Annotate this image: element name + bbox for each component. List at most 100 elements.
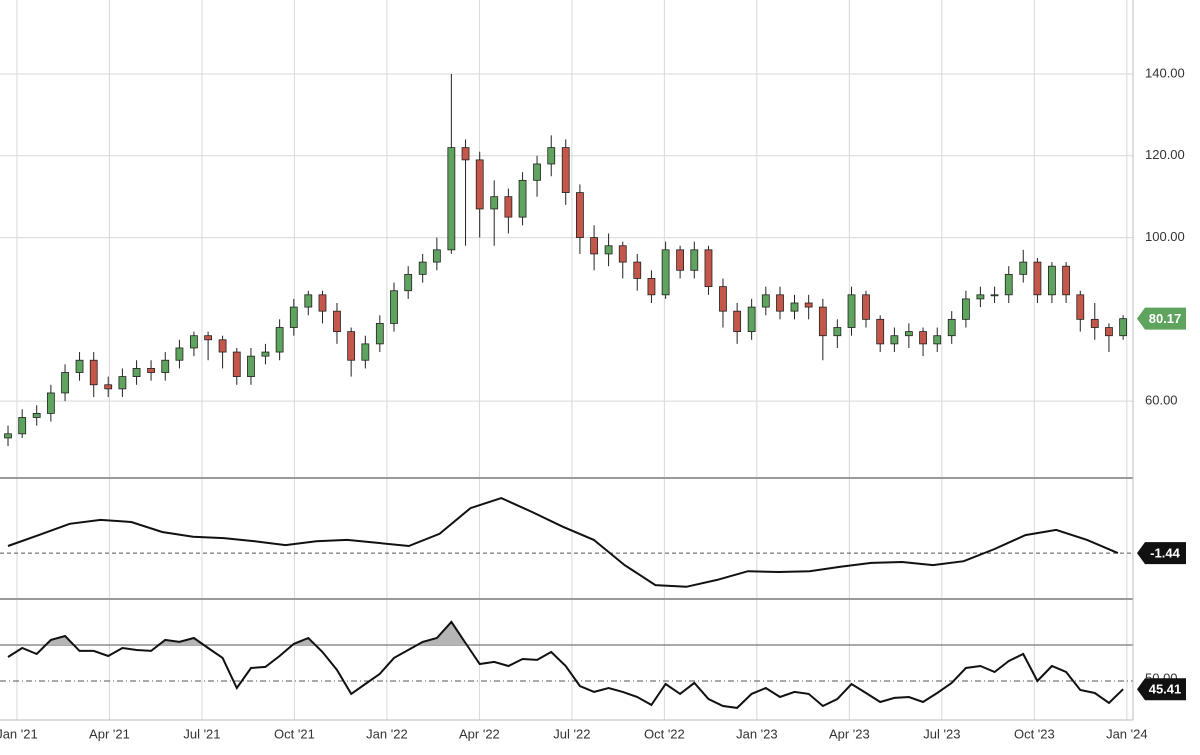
mark-layer [4, 74, 1128, 709]
x-tick-label: Jan '22 [366, 726, 408, 741]
x-tick-label: Jan '23 [736, 726, 778, 741]
candle-body [862, 294, 870, 320]
candle-body [947, 318, 956, 337]
candle-body [833, 327, 842, 337]
candle-body [518, 179, 527, 218]
last-value-tag: -1.44 [1150, 546, 1180, 561]
candle-body [447, 147, 456, 251]
last-value-tag: 45.41 [1149, 682, 1182, 697]
candle-body [790, 302, 799, 312]
candle-body [390, 290, 398, 324]
last-price-tag: 80.17 [1149, 311, 1182, 326]
candle-body [704, 249, 713, 288]
candle-body [18, 417, 27, 435]
candle-body [247, 355, 255, 377]
candle-body [132, 368, 141, 377]
candle-body [347, 331, 356, 361]
candle-body [719, 286, 727, 312]
candle-body [1019, 261, 1028, 275]
candle-body [75, 359, 84, 373]
candle-body [304, 294, 313, 308]
candle-body [647, 278, 656, 296]
candle-body [618, 245, 627, 263]
x-tick-label: Oct '22 [644, 726, 685, 741]
candle-body [590, 237, 598, 255]
x-tick-label: Jul '23 [923, 726, 960, 741]
candle-body [933, 335, 942, 345]
x-tick-label: Jan '24 [1106, 726, 1148, 741]
candle-body [890, 335, 899, 345]
candle-body [4, 433, 12, 439]
candle-body [404, 273, 413, 292]
candle-body [361, 343, 370, 361]
candle-body [547, 147, 556, 165]
candle-body [504, 196, 513, 218]
x-tick-label: Apr '21 [89, 726, 130, 741]
candle-body [46, 392, 55, 414]
candle-body [776, 294, 784, 312]
candle-body [318, 294, 327, 312]
y-tick-label: 60.00 [1145, 393, 1178, 408]
candle-body [690, 249, 699, 271]
candle-body [976, 294, 985, 300]
x-tick-label: Apr '23 [829, 726, 870, 741]
indicator-line [7, 620, 1124, 709]
candle-body [432, 249, 441, 263]
candle-body [118, 376, 127, 390]
candle-body [533, 163, 541, 181]
candle-body [175, 347, 184, 361]
y-tick-label: 100.00 [1145, 229, 1185, 244]
candle-body [190, 335, 198, 349]
indicator-line [7, 497, 1119, 588]
candle-body [1076, 294, 1085, 320]
candle-body [333, 310, 341, 333]
candle-body [576, 192, 584, 238]
candle-body [232, 351, 241, 377]
candle-body [1004, 273, 1013, 296]
candle-body [161, 359, 170, 373]
x-tick-label: Oct '21 [274, 726, 315, 741]
candle-body [990, 294, 999, 297]
candle-body [32, 412, 41, 418]
candle-body [1033, 261, 1042, 296]
candle-body [104, 384, 113, 390]
candle-body [1048, 265, 1056, 296]
candle-body [676, 249, 685, 271]
last-value-tag-shape [1137, 542, 1186, 565]
candle-body [761, 294, 770, 308]
candle-body [747, 306, 756, 333]
candle-body [147, 368, 155, 373]
candle-body [733, 310, 742, 333]
x-tick-label: Jul '21 [183, 726, 220, 741]
candle-body [633, 261, 642, 279]
candle-body [289, 306, 298, 328]
candle-body [490, 196, 499, 210]
candle-body [461, 147, 470, 161]
candle-body [1105, 327, 1113, 337]
candle-body [661, 249, 670, 296]
last-price-tag-shape [1137, 307, 1186, 330]
x-tick-label: Oct '23 [1014, 726, 1055, 741]
candle-body [919, 331, 927, 345]
candle-body [818, 306, 827, 337]
candle-body [1090, 318, 1099, 328]
candle-body [261, 351, 270, 357]
last-value-tag-shape [1137, 678, 1186, 701]
candle-body [561, 147, 570, 193]
x-tick-label: Apr '22 [459, 726, 500, 741]
x-tick-label: Jul '22 [553, 726, 590, 741]
candle-body [218, 339, 227, 353]
candle-body [89, 359, 98, 386]
candle-body [962, 298, 970, 320]
candle-body [375, 323, 384, 345]
candle-body [904, 331, 913, 337]
y-tick-label: 140.00 [1145, 65, 1185, 80]
overbought-fill [45, 621, 467, 645]
candle-body [204, 335, 213, 341]
candle-body [61, 372, 69, 394]
x-tick-label: Jan '21 [0, 726, 38, 741]
candle-body [876, 318, 885, 345]
candle-body [1119, 318, 1128, 337]
